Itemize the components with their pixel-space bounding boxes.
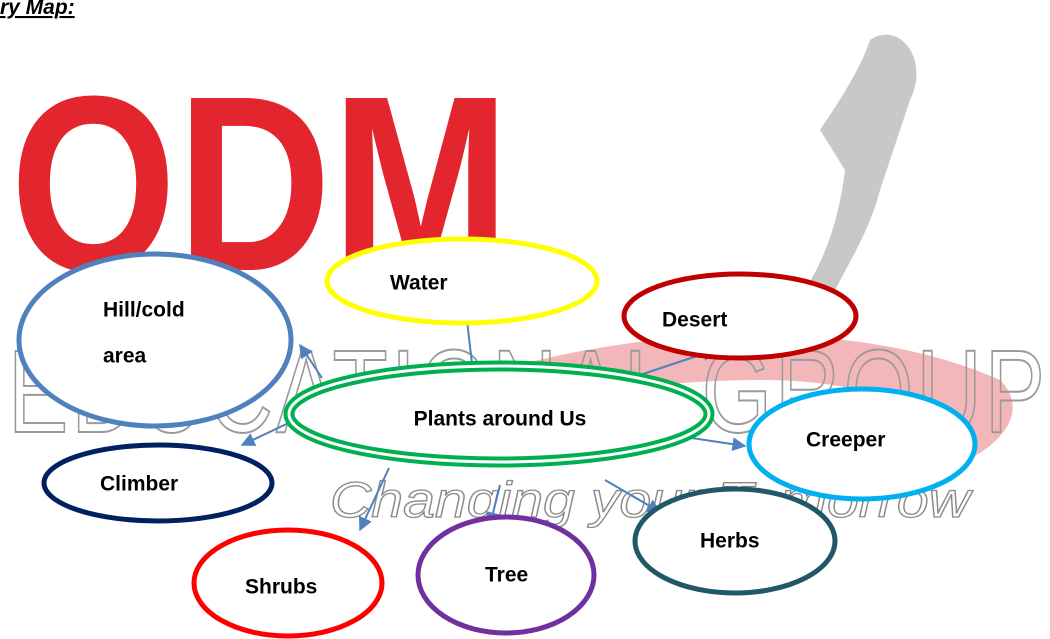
heading: ry Map: — [0, 0, 75, 19]
node: Water — [327, 239, 597, 323]
node-label: area — [103, 345, 147, 368]
node-label: Shrubs — [245, 576, 317, 599]
node-label: Tree — [485, 564, 528, 587]
node-label: Climber — [100, 473, 178, 496]
node: Tree — [418, 517, 594, 633]
node: Herbs — [635, 489, 835, 593]
node-label: Herbs — [700, 530, 760, 553]
node: Climber — [44, 445, 272, 521]
node-label: Plants around Us — [414, 408, 587, 431]
node: Shrubs — [194, 530, 382, 636]
node-ellipse — [624, 274, 856, 358]
node-label: Creeper — [806, 429, 885, 452]
node-label: Water — [390, 272, 448, 295]
node-ellipse — [327, 239, 597, 323]
node: Plants around Us — [289, 366, 709, 462]
node-label: Desert — [662, 309, 727, 332]
concept-map-page: ODM EDUCATIONAL GROUP Changing your Tomo… — [0, 0, 1050, 639]
figure — [805, 35, 916, 300]
node-label: Hill/cold — [103, 299, 185, 322]
node-ellipse — [19, 254, 291, 426]
node: Creeper — [749, 389, 975, 499]
node: Hill/cold area — [19, 254, 291, 426]
node: Desert — [624, 274, 856, 358]
